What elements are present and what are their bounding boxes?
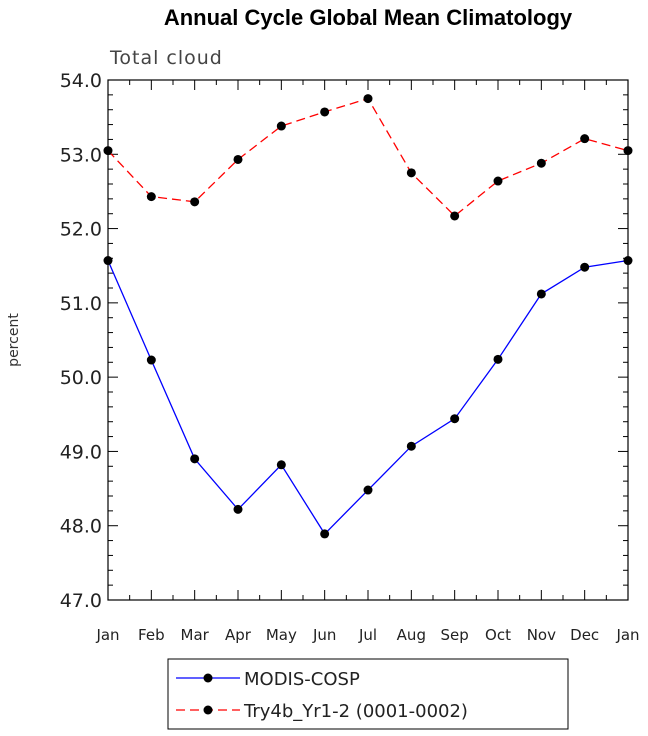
x-tick-label: Oct <box>485 626 511 644</box>
data-point-series-1 <box>536 289 546 299</box>
data-point-series-2 <box>580 134 590 144</box>
data-point-series-1 <box>320 529 330 539</box>
data-point-series-2 <box>406 168 416 178</box>
x-tick-label: Nov <box>527 626 556 644</box>
data-point-series-2 <box>233 154 243 164</box>
data-point-series-1 <box>493 354 503 364</box>
y-tick-label: 50.0 <box>60 367 102 389</box>
data-point-series-2 <box>450 211 460 221</box>
x-tick-label: May <box>266 626 297 644</box>
x-tick-label: Aug <box>397 626 426 644</box>
data-point-series-1 <box>406 441 416 451</box>
data-point-series-2 <box>493 176 503 186</box>
data-point-series-1 <box>276 460 286 470</box>
legend-label-2: Try4b_Yr1-2 (0001-0002) <box>243 701 468 722</box>
data-point-series-2 <box>320 107 330 117</box>
x-tick-label: Jan <box>95 626 119 644</box>
legend-marker-1 <box>203 673 213 683</box>
data-point-series-2 <box>276 121 286 131</box>
data-point-series-1 <box>233 504 243 514</box>
data-point-series-2 <box>190 197 200 207</box>
y-tick-label: 52.0 <box>60 219 102 241</box>
data-point-series-1 <box>580 262 590 272</box>
x-tick-label: Jul <box>358 626 377 644</box>
data-point-series-1 <box>146 355 156 365</box>
data-point-series-2 <box>536 158 546 168</box>
chart-title: Annual Cycle Global Mean Climatology <box>164 5 573 30</box>
x-tick-label: Mar <box>181 626 210 644</box>
x-tick-label: Feb <box>138 626 165 644</box>
ticks-layer: 47.0 48.0 49.0 50.0 51.0 52.0 53.0 54.0 Jan Feb Ma… <box>60 70 640 644</box>
x-tick-label: Sep <box>441 626 469 644</box>
data-point-series-2 <box>146 192 156 202</box>
series-line-2 <box>107 97 629 217</box>
plot-frame <box>107 79 629 601</box>
y-tick-label: 48.0 <box>60 516 102 538</box>
data-point-series-1 <box>450 414 460 424</box>
y-tick-label: 53.0 <box>60 144 102 166</box>
y-axis-label: percent <box>6 313 22 367</box>
y-tick-label: 54.0 <box>60 70 102 92</box>
legend: MODIS-COSP Try4b_Yr1-2 (0001-0002) <box>167 658 569 730</box>
data-point-series-2 <box>363 94 373 104</box>
x-tick-label: Jun <box>312 626 336 644</box>
series-layer <box>103 94 633 539</box>
legend-box <box>167 658 569 730</box>
x-tick-label: Dec <box>570 626 599 644</box>
y-tick-label: 49.0 <box>60 441 102 463</box>
y-tick-label: 51.0 <box>60 293 102 315</box>
x-tick-label: Jan <box>615 626 639 644</box>
legend-marker-2 <box>203 705 213 715</box>
legend-label-1: MODIS-COSP <box>244 669 360 690</box>
data-point-series-1 <box>363 485 373 495</box>
x-tick-label: Apr <box>225 626 252 644</box>
y-tick-label: 47.0 <box>60 590 102 612</box>
chart-subtitle: Total cloud <box>109 47 223 69</box>
data-point-series-1 <box>190 454 200 464</box>
